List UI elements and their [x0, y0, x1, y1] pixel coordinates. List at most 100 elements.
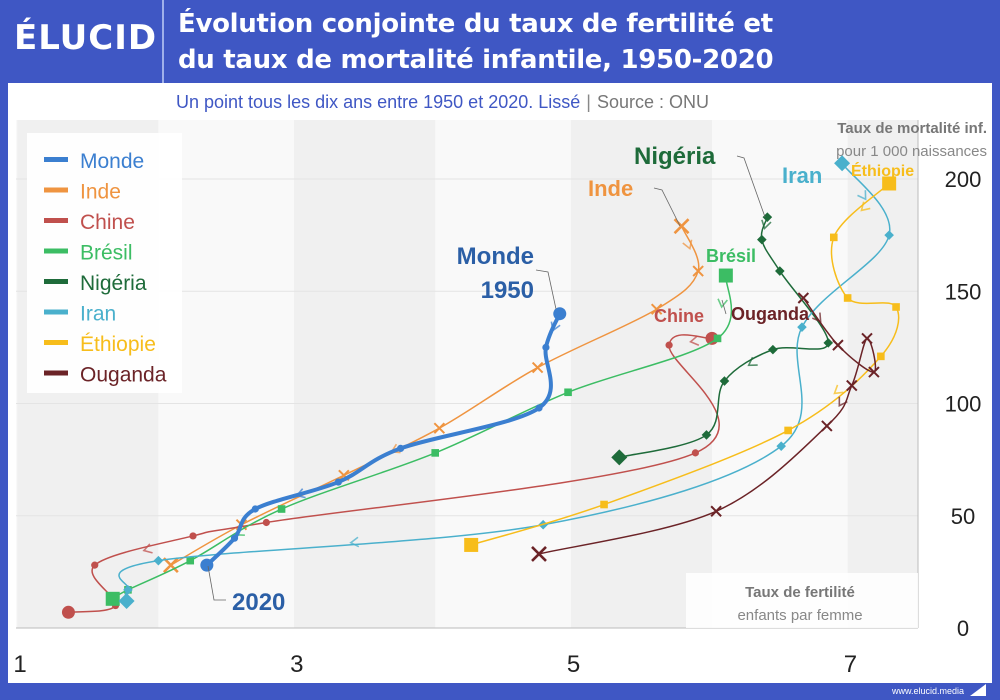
- direction-arrow-icon: [761, 219, 772, 230]
- data-point: [262, 518, 270, 527]
- series-ethiopie: [464, 176, 900, 552]
- series-line: [118, 162, 891, 602]
- data-point: [823, 338, 834, 348]
- data-point: [719, 376, 730, 386]
- data-point: [230, 534, 239, 542]
- elucid-mark-icon: [970, 684, 986, 696]
- data-point: [882, 176, 897, 191]
- data-point: [118, 593, 135, 610]
- data-point: [277, 505, 286, 513]
- legend-label: Brésil: [80, 242, 133, 265]
- annotation-label: Chine: [654, 306, 704, 326]
- data-point: [829, 233, 838, 242]
- background-band: [294, 120, 436, 628]
- x-tick-label: 1: [13, 651, 26, 678]
- data-point: [334, 478, 342, 486]
- x-tick-label: 5: [567, 651, 580, 678]
- data-point: [542, 343, 550, 351]
- series-ouganda: [531, 292, 880, 562]
- x-tick-label: 7: [844, 651, 857, 678]
- source-text: Source : ONU: [596, 92, 709, 112]
- data-point: [713, 334, 722, 343]
- data-point: [665, 341, 673, 349]
- data-point: [892, 303, 900, 311]
- direction-arrow-icon: [747, 356, 758, 367]
- annotation-label: Nigéria: [634, 143, 716, 170]
- x-axis-title-box: [686, 573, 918, 628]
- y-tick-label: 200: [945, 167, 982, 192]
- x-axis-subtitle: enfants par femme: [737, 607, 862, 624]
- data-point: [431, 449, 439, 457]
- series-monde: [200, 307, 567, 572]
- direction-arrow-icon: [295, 488, 306, 499]
- y-tick-label: 150: [945, 279, 982, 304]
- series-line: [204, 311, 562, 568]
- leader-line: [653, 187, 681, 227]
- title-line-2: du taux de mortalité infantile, 1950-202…: [178, 45, 774, 75]
- series-line: [170, 225, 700, 566]
- data-point: [186, 556, 195, 565]
- data-point: [531, 361, 544, 374]
- subtitle-separator: |: [586, 92, 591, 112]
- y-tick-label: 0: [957, 616, 969, 641]
- y-tick-label: 50: [951, 504, 975, 529]
- legend-label: Éthiopie: [80, 333, 156, 356]
- direction-arrow-icon: [857, 190, 867, 201]
- data-point: [673, 218, 690, 235]
- legend-swatch: [44, 370, 68, 376]
- data-point: [162, 557, 179, 574]
- data-point: [775, 266, 785, 276]
- x-tick-label: 3: [290, 651, 303, 678]
- data-point: [784, 426, 792, 435]
- background-band: [847, 120, 918, 628]
- chart-subtitle: Un point tous les dix ans entre 1950 et …: [176, 92, 709, 113]
- series-line: [111, 274, 733, 600]
- direction-arrow-icon: [349, 536, 360, 548]
- data-point: [200, 558, 214, 572]
- legend-swatch: [44, 309, 68, 315]
- data-point: [861, 332, 873, 345]
- data-point: [834, 155, 851, 172]
- data-point: [884, 230, 894, 240]
- annotation-label: Brésil: [706, 246, 756, 266]
- data-point: [691, 449, 699, 457]
- data-point: [797, 292, 810, 304]
- legend-label: Nigéria: [80, 272, 147, 295]
- legend: Monde Inde Chine Brésil Nigéria Iran Éthiopie O…: [27, 133, 182, 393]
- data-point: [611, 449, 628, 466]
- legend-swatch: [44, 218, 68, 223]
- legend-swatch: [44, 187, 68, 193]
- data-point: [251, 505, 259, 513]
- data-point: [91, 561, 99, 569]
- legend-box: [27, 133, 182, 393]
- data-point: [105, 591, 120, 606]
- direction-arrow-icon: [717, 298, 728, 309]
- data-point: [710, 505, 722, 517]
- chart-title: Évolution conjointe du taux de fertilité…: [178, 6, 774, 78]
- annotation-label: Monde: [457, 243, 534, 270]
- data-point: [397, 444, 405, 452]
- data-point: [464, 537, 479, 552]
- data-point: [877, 352, 885, 361]
- data-point: [843, 294, 852, 302]
- data-point: [846, 379, 858, 392]
- footer-site[interactable]: www.elucid.media: [891, 686, 964, 696]
- direction-arrow-icon: [838, 396, 848, 408]
- leader-line: [736, 155, 766, 218]
- data-point: [797, 322, 807, 332]
- data-point: [692, 265, 704, 277]
- data-point: [553, 307, 567, 321]
- direction-arrow-icon: [812, 312, 822, 323]
- direction-arrow-icon: [682, 239, 693, 251]
- direction-arrow-icon: [550, 321, 561, 332]
- data-point: [776, 441, 786, 451]
- legend-swatch: [44, 340, 68, 345]
- data-point: [650, 303, 663, 315]
- annotation-label: 2020: [232, 589, 285, 616]
- leader-line: [535, 269, 557, 310]
- data-point: [535, 404, 543, 412]
- data-point: [600, 500, 608, 509]
- data-point: [768, 344, 778, 355]
- data-point: [153, 555, 164, 566]
- title-line-1: Évolution conjointe du taux de fertilité…: [178, 9, 773, 39]
